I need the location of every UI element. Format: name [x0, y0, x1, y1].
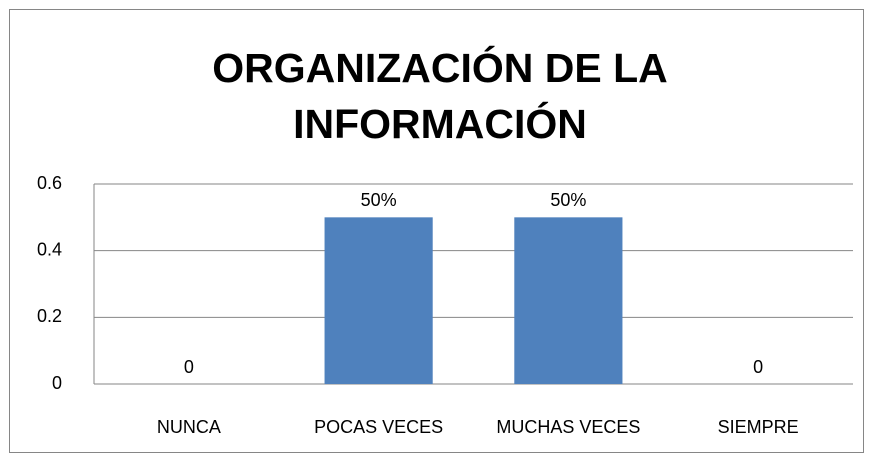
x-tick-label: SIEMPRE	[718, 417, 799, 437]
chart-frame	[9, 9, 864, 453]
chart-title: ORGANIZACIÓN DE LA INFORMACIÓN	[212, 45, 668, 147]
y-tick-label: 0.4	[37, 239, 62, 259]
data-label: 0	[753, 357, 763, 377]
y-tick-label: 0.2	[37, 306, 62, 326]
data-label: 50%	[550, 190, 586, 210]
x-tick-label: MUCHAS VECES	[496, 417, 640, 437]
y-tick-label: 0.6	[37, 173, 62, 193]
y-tick-label: 0	[52, 373, 62, 393]
x-tick-label: POCAS VECES	[314, 417, 443, 437]
bar	[324, 217, 433, 384]
data-label: 0	[184, 357, 194, 377]
data-label: 50%	[361, 190, 397, 210]
x-tick-label: NUNCA	[157, 417, 221, 437]
bar	[514, 217, 623, 384]
